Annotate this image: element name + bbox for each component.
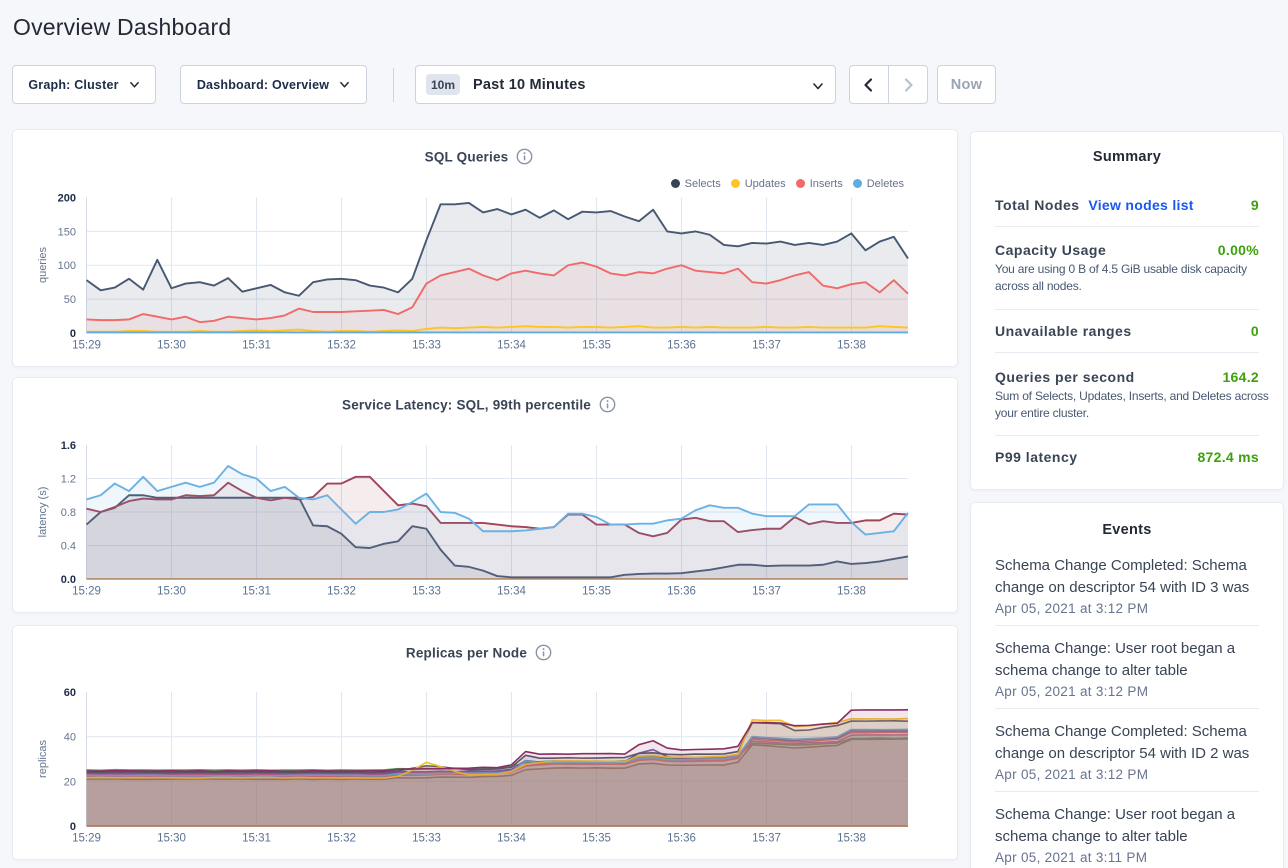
svg-text:15:31: 15:31: [242, 833, 271, 845]
svg-text:15:32: 15:32: [327, 586, 356, 598]
svg-text:15:32: 15:32: [327, 340, 356, 352]
svg-text:50: 50: [64, 294, 76, 306]
svg-text:15:37: 15:37: [752, 586, 781, 598]
svg-text:0: 0: [70, 328, 76, 340]
svg-text:15:36: 15:36: [667, 586, 696, 598]
svg-text:0: 0: [70, 821, 76, 833]
svg-text:150: 150: [58, 226, 76, 238]
svg-text:15:33: 15:33: [412, 833, 441, 845]
svg-text:queries: queries: [37, 246, 49, 283]
svg-text:15:30: 15:30: [157, 586, 186, 598]
svg-text:15:29: 15:29: [72, 340, 101, 352]
svg-text:200: 200: [58, 193, 76, 205]
svg-text:0.4: 0.4: [61, 541, 76, 553]
svg-text:15:37: 15:37: [752, 340, 781, 352]
svg-text:15:32: 15:32: [327, 833, 356, 845]
svg-text:60: 60: [64, 687, 76, 699]
svg-text:0.8: 0.8: [61, 507, 76, 519]
svg-text:15:31: 15:31: [242, 340, 271, 352]
svg-text:15:38: 15:38: [837, 833, 866, 845]
svg-text:20: 20: [64, 776, 76, 788]
svg-text:15:31: 15:31: [242, 586, 271, 598]
svg-text:15:33: 15:33: [412, 340, 441, 352]
svg-text:15:34: 15:34: [497, 833, 526, 845]
svg-text:15:29: 15:29: [72, 586, 101, 598]
svg-text:100: 100: [58, 260, 76, 272]
svg-text:15:33: 15:33: [412, 586, 441, 598]
svg-text:15:34: 15:34: [497, 340, 526, 352]
svg-text:1.6: 1.6: [61, 440, 76, 452]
svg-text:15:37: 15:37: [752, 833, 781, 845]
svg-text:15:36: 15:36: [667, 340, 696, 352]
svg-text:15:35: 15:35: [582, 340, 611, 352]
svg-text:15:38: 15:38: [837, 586, 866, 598]
svg-text:0.0: 0.0: [61, 574, 76, 586]
svg-text:1.2: 1.2: [61, 474, 76, 486]
svg-text:15:34: 15:34: [497, 586, 526, 598]
svg-text:15:38: 15:38: [837, 340, 866, 352]
svg-text:15:35: 15:35: [582, 833, 611, 845]
svg-text:15:29: 15:29: [72, 833, 101, 845]
svg-text:replicas: replicas: [37, 740, 49, 778]
svg-text:15:35: 15:35: [582, 586, 611, 598]
svg-text:15:36: 15:36: [667, 833, 696, 845]
svg-text:40: 40: [64, 732, 76, 744]
svg-text:latency (s): latency (s): [37, 487, 49, 538]
svg-text:15:30: 15:30: [157, 833, 186, 845]
svg-text:15:30: 15:30: [157, 340, 186, 352]
